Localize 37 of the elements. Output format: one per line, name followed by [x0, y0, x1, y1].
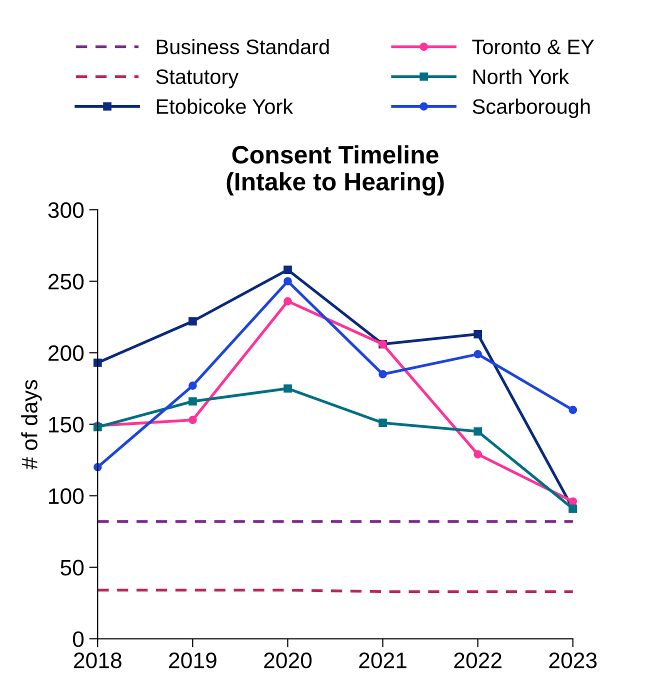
point	[188, 317, 197, 326]
point	[568, 406, 578, 414]
point	[474, 350, 482, 358]
point	[188, 397, 197, 406]
legend-label: Scarborough	[472, 98, 590, 118]
point	[284, 297, 292, 306]
point	[93, 358, 102, 367]
x-tick-label: 2023	[549, 652, 597, 668]
point	[378, 370, 387, 378]
x-tick-label: 2020	[264, 652, 312, 668]
legend-label: North York	[473, 68, 570, 84]
point	[474, 330, 482, 338]
y-tick-label: 0	[72, 631, 84, 648]
point	[188, 381, 197, 390]
legend-label: Business Standard	[156, 38, 329, 54]
y-tick-label: 250	[48, 274, 84, 290]
legend-label: Statutory	[156, 69, 239, 88]
legend-label: Etobicoke York	[156, 98, 294, 114]
y-tick-label: 200	[48, 345, 84, 362]
y-tick-label: 100	[49, 488, 84, 504]
point	[188, 416, 197, 424]
x-tick-label: 2021	[359, 652, 406, 668]
point	[284, 384, 292, 393]
y-tick-label: 300	[48, 202, 84, 218]
chart-title: Consent Timeline (Intake to Hearing)	[226, 145, 444, 196]
y-axis-title: # of days	[21, 380, 42, 470]
y-tick-label: 150	[49, 416, 84, 433]
x-tick-label: 2019	[169, 652, 216, 668]
x-tick-label: 2018	[74, 652, 122, 668]
y-tick-label: 50	[60, 560, 84, 576]
legend-label: Toronto & EY	[472, 40, 594, 54]
point	[378, 418, 387, 427]
point	[474, 450, 482, 458]
point	[284, 277, 292, 286]
x-tick-label: 2022	[454, 652, 502, 668]
point	[474, 427, 482, 436]
point	[284, 266, 292, 274]
